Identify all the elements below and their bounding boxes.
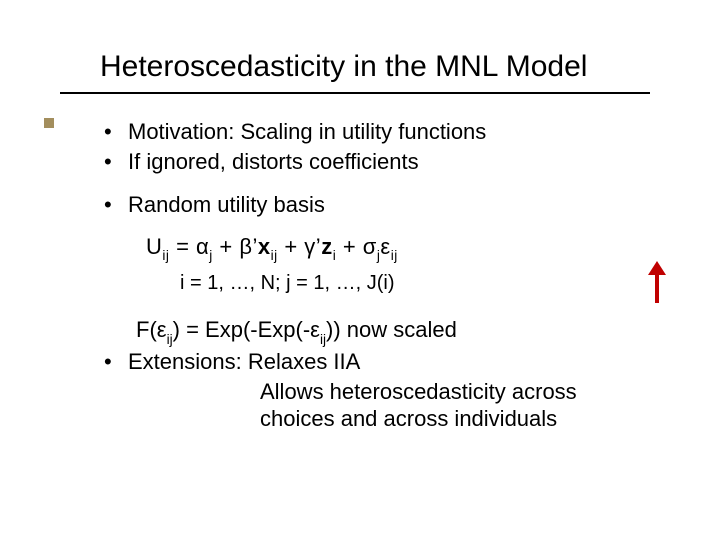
eq-U: U: [146, 234, 162, 259]
bullet-random-utility: Random utility basis: [100, 191, 660, 219]
slide: Heteroscedasticity in the MNL Model Moti…: [0, 0, 720, 540]
eq-x-sub: ij: [271, 248, 278, 263]
accent-square: [44, 118, 54, 128]
slide-title: Heteroscedasticity in the MNL Model: [100, 50, 650, 90]
eq-beta: β: [239, 234, 252, 259]
equation-main: Uij = αj + β’xij + γ’zi + σjεij: [146, 233, 660, 263]
eq-eq: =: [169, 234, 196, 259]
eq-gamma: γ: [304, 234, 316, 259]
eq-plus3: +: [336, 234, 363, 259]
arrow-icon: [648, 261, 666, 303]
eq-plus2: +: [278, 234, 305, 259]
fx-sub2: ij: [320, 332, 326, 347]
eq-sigma-sub: j: [377, 248, 381, 263]
bullet-extensions: Extensions: Relaxes IIA: [100, 348, 660, 376]
eq-eps: ε: [380, 234, 390, 259]
ext-line3: choices and across individuals: [260, 405, 660, 433]
eq-alpha-sub: j: [209, 248, 213, 263]
equation-index: i = 1, …, N; j = 1, …, J(i): [180, 271, 660, 296]
fx-line: F(εij) = Exp(-Exp(-εij)) now scaled: [136, 316, 660, 346]
eq-z: z: [321, 234, 333, 259]
equation-block: Uij = αj + β’xij + γ’zi + σjεij i = 1, ……: [146, 233, 660, 296]
fx-block: F(εij) = Exp(-Exp(-εij)) now scaled: [136, 316, 660, 346]
eq-eps-sub: ij: [391, 248, 398, 263]
eq-z-sub: i: [333, 248, 337, 263]
fx-sub1: ij: [167, 332, 173, 347]
eq-plus1: +: [213, 234, 240, 259]
eq-alpha: α: [196, 234, 209, 259]
eq-U-sub: ij: [162, 248, 169, 263]
eq-x: x: [258, 234, 271, 259]
fx-a: F(ε: [136, 317, 167, 342]
fx-c: )) now scaled: [326, 317, 457, 342]
content-area: Motivation: Scaling in utility functions…: [100, 118, 660, 433]
bullet-ignored: If ignored, distorts coefficients: [100, 148, 660, 176]
fx-b: ) = Exp(-Exp(-ε: [173, 317, 320, 342]
ext-line2: Allows heteroscedasticity across: [260, 378, 660, 406]
eq-sigma: σ: [363, 234, 377, 259]
title-underline: [60, 92, 650, 94]
bullet-motivation: Motivation: Scaling in utility functions: [100, 118, 660, 146]
arrow-stem: [655, 271, 659, 303]
